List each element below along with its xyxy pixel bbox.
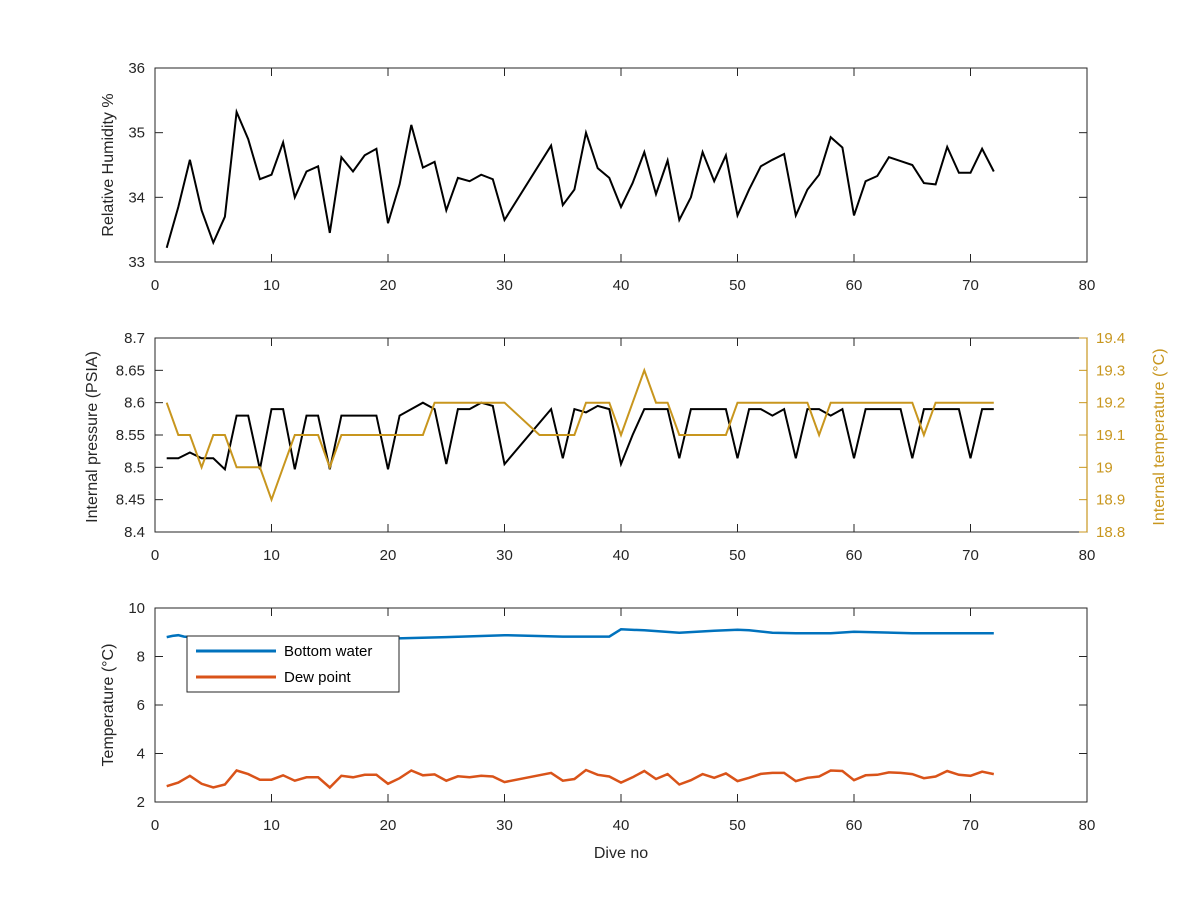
- x-tick-label: 50: [729, 547, 746, 564]
- x-axis: 0 10 20 30 40 50 60 70 80: [151, 68, 1096, 294]
- x-tick-label: 70: [962, 277, 979, 294]
- y-tick-label: 8.55: [116, 427, 145, 444]
- x-tick-label: 80: [1079, 277, 1096, 294]
- legend: Bottom water Dew point: [186, 635, 400, 693]
- x-tick-label: 0: [151, 817, 159, 834]
- y-tick-label-right: 19.4: [1096, 330, 1125, 347]
- series-group: [165, 367, 994, 503]
- y-axis-title: Relative Humidity %: [100, 93, 117, 236]
- x-tick-label: 70: [962, 817, 979, 834]
- x-tick-label: 40: [613, 547, 630, 564]
- x-tick-label: 70: [962, 547, 979, 564]
- x-tick-label: 50: [729, 277, 746, 294]
- x-axis: 0 10 20 30 40 50 60 70 80: [151, 338, 1096, 564]
- panel-relative-humidity: 0 10 20 30 40 50 60 70 80 33 34 35 36 Relative Humi…: [100, 60, 1095, 294]
- x-tick-label: 40: [613, 277, 630, 294]
- panel-internal-pressure: 0 10 20 30 40 50 60 70 80 8.48.458.58.558.68.658…: [84, 330, 1168, 564]
- x-tick-label: 0: [151, 547, 159, 564]
- panel-temperature: 0 10 20 30 40 50 60 70 80 2 4 6 8 10 Temperature (°C…: [100, 600, 1095, 862]
- y-tick-label-right: 19: [1096, 459, 1113, 476]
- y-axis-left: 8.4 8.45 8.5 8.55 8.6 8.65 8.7: [116, 330, 163, 541]
- x-tick-label: 10: [263, 277, 280, 294]
- x-tick-label: 20: [380, 277, 397, 294]
- x-tick-label: 60: [846, 817, 863, 834]
- y-axis-right: 18.8 18.9 19 19.1 19.2 19.3 19.4: [1079, 330, 1125, 541]
- y-axis-title-right: Internal temperature (°C): [1151, 348, 1168, 525]
- y-tick-label-right: 19.1: [1096, 427, 1125, 444]
- x-tick-label: 30: [496, 547, 513, 564]
- y-tick-label: 8: [137, 649, 145, 666]
- x-tick-label: 20: [380, 547, 397, 564]
- y-tick-label: 8.65: [116, 362, 145, 379]
- y-tick-label: 8.7: [124, 330, 145, 347]
- x-tick-label: 20: [380, 817, 397, 834]
- y-tick-label: 8.45: [116, 492, 145, 509]
- x-tick-label: 50: [729, 817, 746, 834]
- x-tick-label: 60: [846, 547, 863, 564]
- y-tick-label: 36: [128, 60, 145, 77]
- y-tick-label: 8.4: [124, 524, 145, 541]
- x-tick-label: 30: [496, 817, 513, 834]
- legend-label-dew-point: Dew point: [284, 669, 352, 686]
- legend-box: [186, 635, 400, 693]
- series-line-dew-point: [166, 768, 995, 790]
- axes-box: [154, 67, 1088, 263]
- y-tick-label: 33: [128, 254, 145, 271]
- x-tick-label: 80: [1079, 547, 1096, 564]
- y-tick-label: 6: [137, 697, 145, 714]
- x-tick-label: 80: [1079, 817, 1096, 834]
- x-tick-label: 10: [263, 547, 280, 564]
- y-tick-label-right: 18.8: [1096, 524, 1125, 541]
- x-axis-title: Dive no: [594, 845, 648, 862]
- y-axis-title-left: Internal pressure (PSIA): [84, 351, 101, 523]
- y-tick-label: 10: [128, 600, 145, 617]
- series-line-relative-humidity: [165, 108, 995, 249]
- y-tick-label: 34: [128, 189, 145, 206]
- x-tick-label: 60: [846, 277, 863, 294]
- y-tick-label: 8.6: [124, 395, 145, 412]
- legend-label-bottom-water: Bottom water: [284, 643, 372, 660]
- x-tick-label: 10: [263, 817, 280, 834]
- y-tick-label-right: 18.9: [1096, 492, 1125, 509]
- x-tick-label: 0: [151, 277, 159, 294]
- y-tick-label: 4: [137, 746, 145, 763]
- y-tick-label: 2: [137, 794, 145, 811]
- series-line-internal-temperature: [165, 367, 994, 503]
- y-tick-label: 35: [128, 125, 145, 142]
- x-tick-label: 40: [613, 817, 630, 834]
- series-group: [165, 108, 995, 249]
- y-axis: 33 34 35 36: [128, 60, 1087, 271]
- y-tick-label-right: 19.2: [1096, 395, 1125, 412]
- y-axis-title: Temperature (°C): [100, 644, 117, 767]
- y-tick-label: 8.5: [124, 459, 145, 476]
- y-tick-label-right: 19.3: [1096, 362, 1125, 379]
- y-axis: 2 4 6 8 10: [128, 600, 1087, 811]
- x-axis: 0 10 20 30 40 50 60 70 80: [151, 608, 1096, 834]
- x-tick-label: 30: [496, 277, 513, 294]
- series-line-internal-pressure: [166, 401, 994, 472]
